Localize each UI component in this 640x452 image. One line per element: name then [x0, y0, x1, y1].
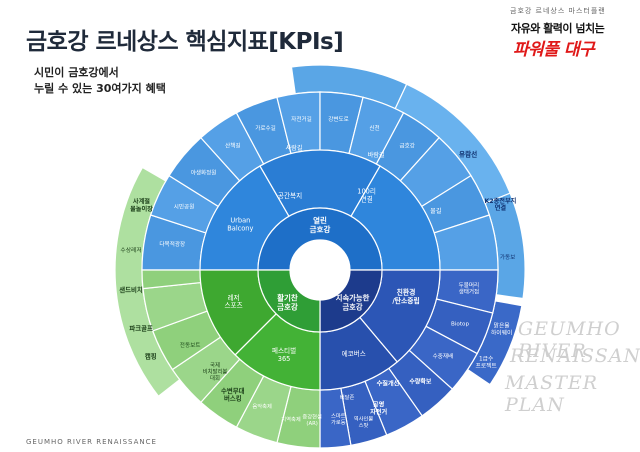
outer-label: 역사인물 스팟: [354, 415, 374, 429]
mid-label-fest: 페스티벌 365: [272, 346, 296, 363]
header-tag: 금호강 르네상스 마스터플랜: [510, 7, 606, 15]
outer-label: 수중재배: [433, 352, 454, 360]
slogan-line-1: 자유와 활력이 넘치는: [511, 22, 605, 35]
ext-label-volley: 국제 비치발리볼 대회: [203, 361, 228, 382]
outer-label: 금호강: [399, 142, 414, 149]
outer-label: 다목적광장: [159, 240, 185, 248]
inner-lively: [257, 269, 321, 333]
outer-label: 음악축제: [252, 402, 272, 410]
ext-label-busk: 수변무대 버스킹: [221, 386, 245, 403]
center-label: 금호강 르네상스: [305, 260, 335, 280]
ext-label-cruise: 유람선: [459, 150, 477, 159]
subtitle-line-2: 누릴 수 있는 30여가지 혜택: [34, 82, 166, 95]
outer-label: 바람길: [368, 151, 385, 159]
ext-label-camp: 캠핑: [145, 351, 157, 360]
mid-label-ecobus: 에코버스: [342, 349, 366, 358]
watermark-line-3: MASTER PLAN: [505, 372, 599, 416]
outer-label: 가로수길: [255, 124, 276, 132]
footer-label: GEUMHO RIVER RENAISSANCE: [26, 438, 157, 446]
inner-label-open: 열린 금호강: [310, 215, 331, 234]
outer-label: 신천: [369, 124, 379, 132]
outer-label: 수량확보: [409, 378, 432, 386]
outer-label: 강변도로: [328, 115, 349, 123]
outer-label: 야생화정원: [191, 168, 217, 176]
ext-label-sand: 샌드비치: [119, 285, 143, 294]
inner-label-sustain: 지속가능한 금호강: [336, 294, 370, 312]
sunburst-rings: [114, 64, 526, 449]
outer-label: 스마트 가로등: [331, 412, 346, 426]
outer-label: 사람길: [285, 144, 302, 152]
mid-label-space: 공간복지: [278, 191, 302, 200]
page-title: 금호강 르네상스 핵심지표[KPIs]: [26, 29, 344, 55]
ext-label-grade1: 1급수 프로젝트: [476, 356, 498, 370]
outer-label: 전동보트: [180, 341, 201, 349]
watermark-line-2: RENAISSANCE: [510, 345, 640, 367]
outer-label: 물길: [430, 207, 442, 215]
outer-label: 증강현실 (AR): [302, 412, 322, 426]
mid-label-eco: 친환경/탄소중립: [392, 288, 420, 305]
outer-label: Biotop: [451, 322, 469, 328]
outer-label: 두물머리 생태거점: [459, 281, 480, 296]
ext-label-leisure: 수상레저: [120, 246, 141, 254]
outer-label: 배달존: [340, 393, 355, 401]
inner-label-lively: 활기찬 금호강: [277, 293, 298, 312]
outer-label: 자전거길: [291, 115, 312, 123]
ext-label-gadong: 가동보: [500, 253, 515, 261]
outer-label: 시민공원: [174, 203, 195, 211]
outer-label: 수질개선: [377, 379, 400, 387]
mid-label-urban: Urban Balcony: [227, 216, 253, 232]
subtitle-line-1: 시민이 금호강에서: [34, 66, 119, 79]
slogan-line-2: 파워풀 대구: [513, 40, 595, 60]
mid-label-leisure: 레저 스포츠: [224, 293, 242, 310]
outer-label: 지역축제: [281, 415, 301, 423]
outer-label: 공영 자전거: [370, 401, 387, 416]
ext-label-clean: 맑은물 하이웨이: [491, 322, 512, 337]
ext-label-waterplay: 사계절 물놀이장: [130, 197, 153, 212]
watermark-line-1: GEUMHO RIVER: [518, 318, 621, 362]
ext-label-k2: K2종전부지 연결: [484, 197, 516, 212]
mid-label-link: 100리 연결: [357, 187, 376, 204]
outer-label: 산책길: [225, 141, 240, 149]
ext-label-golf: 파크골프: [129, 323, 153, 332]
inner-open: [257, 207, 383, 271]
